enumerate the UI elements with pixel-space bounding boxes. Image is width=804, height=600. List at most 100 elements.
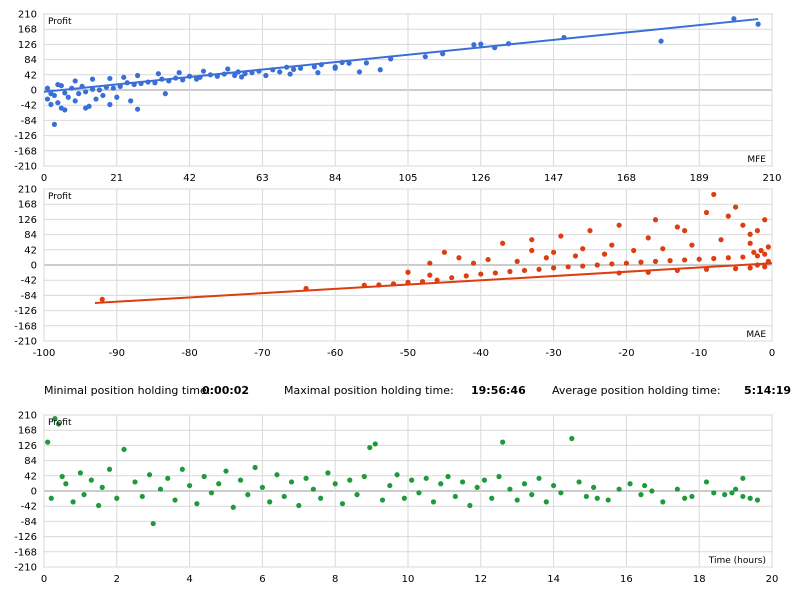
- data-point: [703, 209, 710, 216]
- data-point: [287, 71, 293, 77]
- y-tick-label: -42: [21, 502, 37, 513]
- data-point: [48, 101, 54, 108]
- data-point: [627, 481, 633, 487]
- data-point: [456, 255, 462, 261]
- data-point: [361, 473, 367, 480]
- y-tick-label: -210: [14, 162, 37, 173]
- data-point: [729, 490, 735, 496]
- x-tick-label: 147: [544, 173, 563, 184]
- data-point: [303, 475, 309, 481]
- data-point: [591, 484, 597, 490]
- data-point: [325, 470, 331, 476]
- data-point: [660, 499, 666, 505]
- data-point: [725, 255, 731, 261]
- data-point: [96, 502, 102, 509]
- data-point: [551, 482, 557, 489]
- data-point: [478, 41, 484, 47]
- data-point: [221, 71, 227, 77]
- data-point: [394, 472, 400, 478]
- x-tick-label: 10: [402, 574, 415, 585]
- data-point: [711, 191, 717, 198]
- data-point: [500, 439, 506, 445]
- y-tick-label: 84: [24, 456, 37, 467]
- data-point: [474, 484, 480, 490]
- data-point: [315, 70, 321, 76]
- data-point: [252, 464, 258, 471]
- data-point: [703, 266, 710, 272]
- x-tick-label: 105: [398, 173, 417, 184]
- min-holding-time-label: Minimal position holding time:: [44, 384, 211, 397]
- data-point: [72, 98, 78, 104]
- data-point: [500, 240, 506, 246]
- data-point: [72, 78, 78, 84]
- data-point: [259, 484, 265, 490]
- data-point: [281, 493, 287, 500]
- data-point: [145, 79, 151, 85]
- data-point: [514, 497, 520, 503]
- data-point: [65, 94, 71, 100]
- data-point: [594, 495, 600, 501]
- data-point: [124, 80, 130, 86]
- data-point: [106, 466, 113, 472]
- x-tick-label: -90: [109, 348, 125, 359]
- y-tick-label: -210: [14, 563, 37, 574]
- x-tick-label: 6: [259, 574, 265, 585]
- data-point: [79, 83, 85, 89]
- data-point: [551, 249, 557, 255]
- data-point: [58, 105, 64, 111]
- data-point: [558, 490, 564, 496]
- x-tick-label: -40: [473, 348, 489, 359]
- data-point: [438, 481, 444, 487]
- data-point: [481, 477, 488, 483]
- y-tick-label: 168: [18, 25, 37, 36]
- data-point: [187, 482, 193, 489]
- data-point: [587, 228, 593, 234]
- data-point: [44, 96, 51, 102]
- data-point: [416, 490, 422, 496]
- data-point: [96, 87, 103, 93]
- data-point: [725, 213, 731, 219]
- data-point: [642, 482, 648, 489]
- y-tick-label: -42: [21, 276, 37, 287]
- y-tick-label: 210: [18, 10, 37, 21]
- data-point: [561, 34, 567, 41]
- data-point: [467, 502, 473, 509]
- data-point: [674, 224, 680, 230]
- x-tick-label: 4: [186, 574, 192, 585]
- data-point: [263, 72, 269, 79]
- data-point: [121, 74, 127, 80]
- data-point: [623, 260, 630, 266]
- data-point: [423, 475, 429, 481]
- x-tick-label: 12: [474, 574, 487, 585]
- x-tick-label: 0: [41, 173, 47, 184]
- y-tick-label: -126: [14, 306, 37, 317]
- x-tick-label: 42: [183, 173, 196, 184]
- data-point: [165, 475, 171, 481]
- data-point: [529, 247, 535, 254]
- data-point: [89, 76, 96, 82]
- y-tick-label: -42: [21, 101, 37, 112]
- data-point: [492, 270, 498, 276]
- data-point: [569, 435, 575, 442]
- data-point: [733, 204, 739, 210]
- y-tick-label: 42: [24, 70, 37, 81]
- data-point: [572, 253, 579, 259]
- data-point: [114, 495, 120, 501]
- data-point: [711, 490, 717, 496]
- data-point: [245, 492, 251, 498]
- data-point: [347, 477, 353, 483]
- data-point: [155, 71, 161, 77]
- data-point: [274, 472, 280, 478]
- data-point: [237, 477, 244, 483]
- chart-1: 210 168 126 84 42 0 -42 -84 -126 -168 -210 0 21 42 63 8…: [14, 10, 781, 185]
- x-tick-label: 126: [471, 173, 490, 184]
- data-point: [460, 479, 466, 485]
- data-point: [114, 94, 120, 100]
- data-point: [83, 105, 89, 111]
- x-tick-label: 20: [766, 574, 779, 585]
- data-point: [652, 217, 659, 223]
- data-point: [682, 228, 688, 234]
- y-tick-label: 210: [18, 411, 37, 422]
- data-point: [409, 477, 415, 483]
- data-point: [405, 269, 411, 275]
